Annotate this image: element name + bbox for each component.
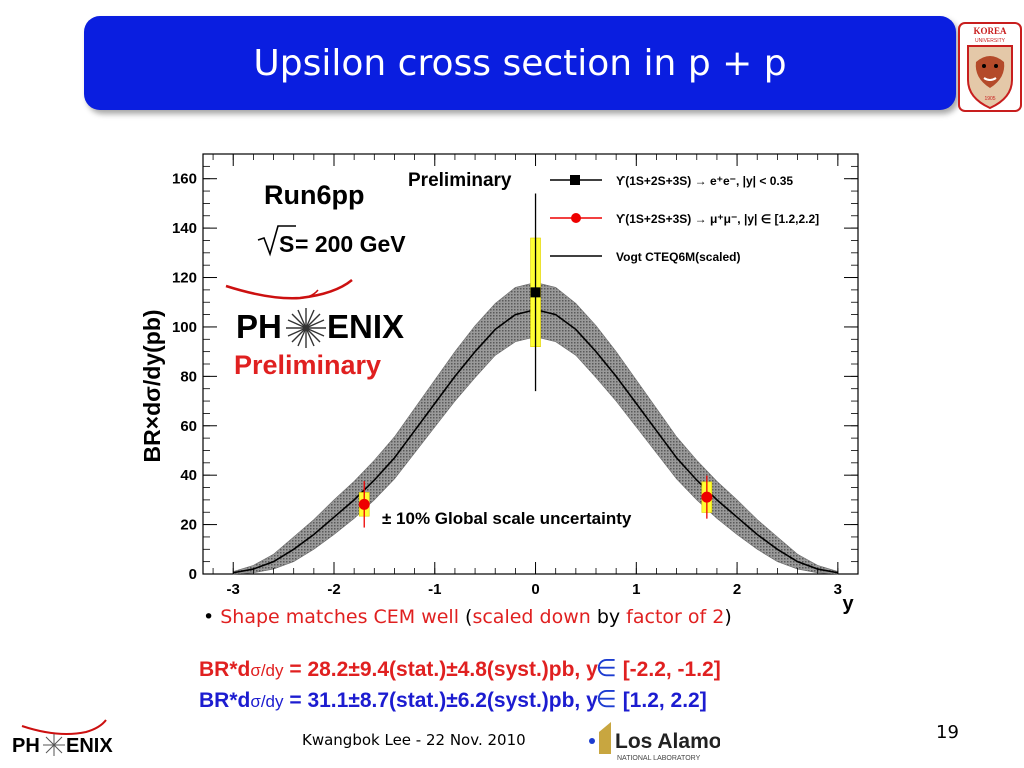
y-tick-label: 0 (189, 566, 197, 583)
y-tick-label: 60 (180, 418, 197, 435)
x-tick-label: 2 (733, 581, 741, 598)
x-tick-label: 1 (632, 581, 640, 598)
result-1-range: [-2.2, -1.2] (622, 658, 721, 681)
result-2-value: = 31.1±8.7(stat.)±6.2(syst.)pb, y (283, 689, 598, 712)
y-tick-label: 20 (180, 517, 197, 534)
y-tick-label: 80 (180, 368, 197, 385)
phenix-preliminary-label: Preliminary (234, 350, 381, 380)
x-tick-label: 0 (531, 581, 539, 598)
x-tick-label: -3 (227, 581, 240, 598)
global-scale-annotation: ± 10% Global scale uncertainty (382, 509, 632, 528)
bullet-part-2: ( (459, 606, 473, 628)
phenix-footer-star-icon (43, 734, 65, 756)
legend-label-mumu: ϒ(1S+2S+3S) → μ⁺μ⁻, |y| ∈ [1.2,2.2] (616, 212, 819, 226)
result-line-negative-y: BR*dσ/dy = 28.2±9.4(stat.)±4.8(syst.)pb,… (199, 654, 721, 683)
bullet-part-5: factor of 2 (626, 606, 725, 628)
y-tick-label: 140 (172, 220, 197, 237)
data-point-ee (530, 287, 541, 298)
x-tick-label: -2 (327, 581, 340, 598)
result-1-label: BR*d (199, 658, 251, 681)
phenix-star-icon (286, 308, 326, 348)
phenix-enix-text: ENIX (327, 308, 404, 345)
slide-title: Upsilon cross section in p + p (253, 42, 787, 84)
phenix-swoosh-inner (289, 289, 319, 300)
bullet-dot: • (203, 606, 221, 628)
korea-logo-text: KOREA (973, 26, 1007, 36)
result-line-positive-y: BR*dσ/dy = 31.1±8.7(stat.)±6.2(syst.)pb,… (199, 685, 707, 714)
y-tick-label: 100 (172, 319, 197, 336)
data-point-mumu (701, 491, 713, 503)
result-1-unit: σ/dy (250, 661, 284, 680)
run-label: Run6pp (264, 180, 365, 210)
legend-circle-marker (571, 213, 581, 223)
los-alamos-subtext: NATIONAL LABORATORY (617, 755, 701, 762)
title-bar: Upsilon cross section in p + p (84, 16, 956, 110)
phenix-ph-text: PH (236, 308, 282, 345)
energy-label: = 200 GeV (295, 231, 406, 257)
preliminary-label: Preliminary (408, 170, 512, 191)
upsilon-cross-section-chart: -3 -2 -1 0 1 2 3 0 20 40 60 80 100 120 140 160 BR×dσ/dy… (139, 153, 859, 615)
los-alamos-text: Los Alamos (615, 730, 720, 753)
y-tick-label: 120 (172, 270, 197, 287)
korea-logo-year: 1905 (984, 96, 995, 102)
bullet-text: • Shape matches CEM well (scaled down by… (203, 606, 732, 628)
y-tick-label: 40 (180, 467, 197, 484)
plot-frame (202, 153, 859, 575)
element-of-icon: ∈ (595, 655, 617, 682)
phenix-footer-ph: PH (12, 735, 40, 757)
los-alamos-logo: Los Alamos NATIONAL LABORATORY (589, 722, 720, 762)
phenix-footer-logo: PH ENIX (12, 719, 113, 757)
data-point-mumu (358, 498, 370, 510)
y-axis-label: BR×dσ/dy(pb) (139, 309, 165, 462)
bullet-part-3: scaled down (472, 606, 591, 628)
legend-square-marker (570, 175, 580, 185)
element-of-icon: ∈ (595, 686, 617, 713)
phenix-footer-enix: ENIX (66, 735, 113, 757)
x-tick-label: -1 (428, 581, 441, 598)
page-number: 19 (936, 722, 959, 743)
bullet-part-6: ) (724, 606, 732, 628)
result-2-range: [1.2, 2.2] (622, 689, 707, 712)
result-1-value: = 28.2±9.4(stat.)±4.8(syst.)pb, y (283, 658, 598, 681)
sqrt-sign (257, 225, 296, 257)
university-logo-text: UNIVERSITY (975, 38, 1006, 44)
x-tick-label: 3 (834, 581, 842, 598)
korea-university-logo: KOREA UNIVERSITY 1905 (958, 22, 1022, 112)
los-alamos-dot-icon (589, 738, 595, 744)
energy-sqrt-label: S (279, 231, 294, 257)
legend-label-vogt: Vogt CTEQ6M(scaled) (616, 250, 740, 264)
legend-label-ee: ϒ(1S+2S+3S) → e⁺e⁻, |y| < 0.35 (616, 174, 793, 188)
result-2-label: BR*d (199, 689, 251, 712)
bullet-part-4: by (590, 606, 627, 628)
result-2-unit: σ/dy (250, 692, 284, 711)
y-tick-label: 160 (172, 171, 197, 188)
footer-text: Kwangbok Lee - 22 Nov. 2010 (302, 731, 526, 749)
legend: ϒ(1S+2S+3S) → e⁺e⁻, |y| < 0.35 ϒ(1S+2S+3… (550, 174, 819, 264)
bullet-part-1: Shape matches CEM well (220, 606, 459, 628)
x-axis-label: y (842, 593, 854, 615)
